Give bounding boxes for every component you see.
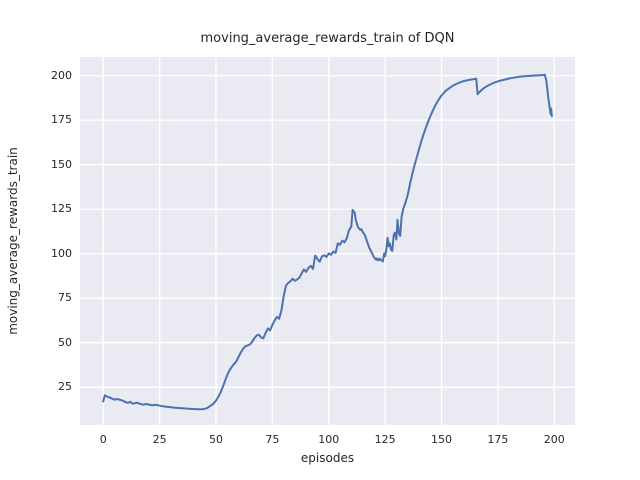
plot-svg	[80, 57, 575, 425]
y-tick-label: 75	[58, 291, 72, 305]
y-tick-label: 125	[51, 202, 72, 216]
y-tick-label: 50	[58, 335, 72, 349]
y-tick-label: 150	[51, 157, 72, 171]
x-axis-label: episodes	[300, 451, 355, 465]
x-tick-label: 75	[265, 433, 280, 446]
y-tick-label: 25	[58, 380, 72, 394]
y-tick-label: 175	[51, 113, 72, 127]
x-tick-label: 200	[543, 433, 565, 446]
x-tick-label: 125	[374, 433, 396, 446]
x-tick-label: 25	[152, 433, 167, 446]
x-tick-label: 0	[99, 433, 107, 446]
y-tick-label: 200	[51, 68, 72, 82]
x-tick-label: 50	[208, 433, 223, 446]
plot-background	[80, 57, 575, 425]
x-tick-label: 100	[318, 433, 340, 446]
y-axis-label: moving_average_rewards_train	[6, 147, 20, 335]
x-tick-label: 150	[430, 433, 452, 446]
chart-title: moving_average_rewards_train of DQN	[200, 31, 455, 46]
plot-area	[80, 57, 575, 425]
series-line	[102, 73, 553, 411]
x-tick-label: 175	[487, 433, 509, 446]
y-tick-label: 100	[51, 246, 72, 260]
